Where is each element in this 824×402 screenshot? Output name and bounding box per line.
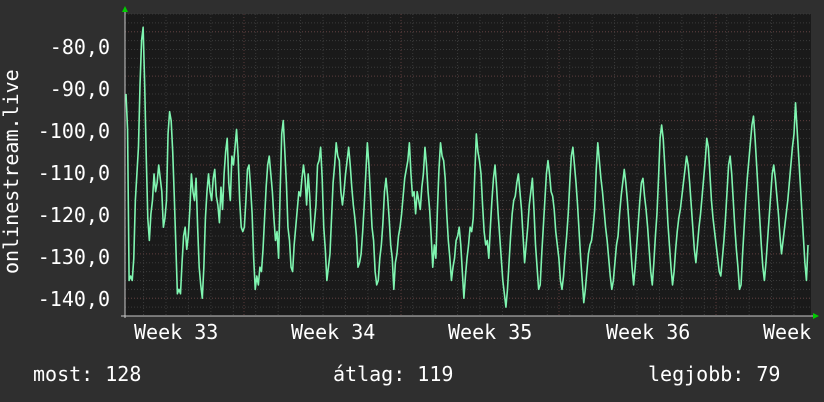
y-tick-label: -110,0 — [38, 161, 110, 185]
axes — [121, 6, 819, 319]
y-tick-label: -80,0 — [50, 35, 110, 59]
x-axis-ticks: Week 33 Week 34 Week 35 Week 36 Week — [134, 320, 811, 344]
y-axis-label: onlinestream.live — [0, 69, 23, 274]
x-tick-label: Week — [763, 320, 811, 344]
y-tick-label: -100,0 — [38, 119, 110, 143]
y-tick-label: -90,0 — [50, 77, 110, 101]
y-axis-arrow — [122, 6, 128, 12]
stat-average: átlag: 119 — [333, 362, 454, 386]
y-tick-label: -130,0 — [38, 245, 110, 269]
series-group — [125, 26, 809, 308]
y-axis-ticks: -80,0 -90,0 -100,0 -110,0 -120,0 -130,0 … — [38, 35, 110, 311]
x-tick-label: Week 34 — [291, 320, 375, 344]
series-line-0 — [125, 26, 809, 308]
y-tick-label: -140,0 — [38, 287, 110, 311]
stat-current: most: 128 — [33, 362, 142, 386]
x-axis-arrow — [813, 313, 819, 319]
y-tick-label: -120,0 — [38, 203, 110, 227]
x-tick-label: Week 36 — [606, 320, 690, 344]
x-tick-label: Week 35 — [448, 320, 532, 344]
stat-best: legjobb: 79 — [648, 362, 781, 386]
x-tick-label: Week 33 — [134, 320, 218, 344]
